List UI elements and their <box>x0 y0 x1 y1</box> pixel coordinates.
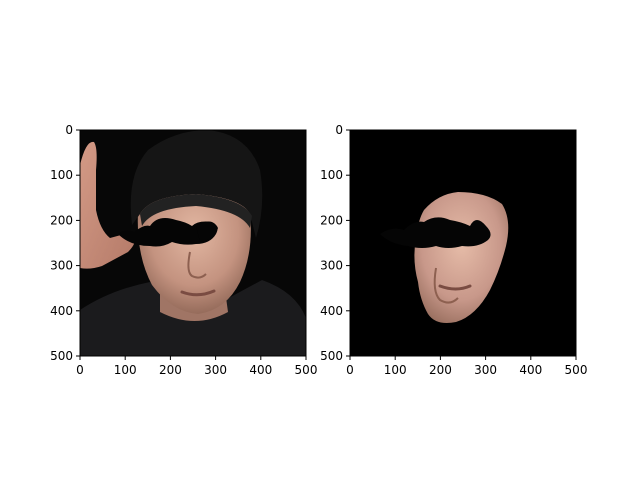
right-xtick-label: 400 <box>519 363 542 377</box>
left-ytick-label: 100 <box>50 168 73 182</box>
left-xtick-label: 0 <box>76 363 84 377</box>
right-ytick-label: 400 <box>320 304 343 318</box>
left-xtick-label: 400 <box>249 363 272 377</box>
left-xtick-label: 300 <box>204 363 227 377</box>
beanie-rim <box>140 194 252 228</box>
mustache-overlay <box>118 218 218 247</box>
right-xtick-label: 500 <box>565 363 588 377</box>
right-xtick-label: 100 <box>384 363 407 377</box>
left-xtick-label: 100 <box>114 363 137 377</box>
right-ytick-label: 500 <box>320 349 343 363</box>
segmented-mouth-line <box>438 284 472 291</box>
left-xtick-label: 500 <box>295 363 318 377</box>
right-xtick-label: 0 <box>346 363 354 377</box>
right-xtick-label: 200 <box>429 363 452 377</box>
right-ytick-label: 300 <box>320 259 343 273</box>
right-ytick-label: 200 <box>320 213 343 227</box>
nose-line <box>187 251 207 279</box>
left-ytick-label: 400 <box>50 304 73 318</box>
left-ytick-label: 0 <box>65 123 73 137</box>
left-ytick-label: 500 <box>50 349 73 363</box>
right-ytick-label: 100 <box>320 168 343 182</box>
mouth-line <box>180 289 216 297</box>
mustache-curl <box>196 221 218 242</box>
right-photo <box>350 130 576 356</box>
left-ytick-label: 300 <box>50 259 73 273</box>
beanie-shape <box>130 130 263 238</box>
left-xtick-label: 200 <box>159 363 182 377</box>
right-ytick-label: 0 <box>335 123 343 137</box>
right-xtick-label: 300 <box>474 363 497 377</box>
left-axes-frame <box>79 129 307 357</box>
segmented-nose-line <box>433 267 459 304</box>
right-axes-frame <box>349 129 577 357</box>
segmented-mustache-overlay <box>380 217 491 248</box>
left-ytick-label: 200 <box>50 213 73 227</box>
face-shape <box>137 178 251 314</box>
left-photo <box>80 130 306 356</box>
